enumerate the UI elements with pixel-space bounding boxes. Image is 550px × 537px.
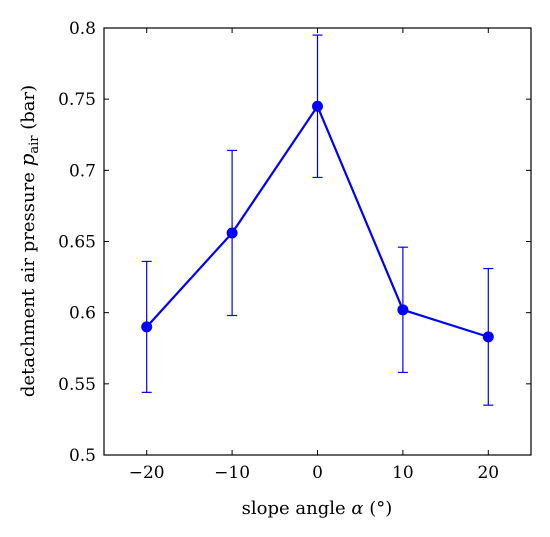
data-layer	[141, 34, 494, 406]
x-tick-label: −20	[129, 463, 165, 483]
x-tick-label: −10	[214, 463, 250, 483]
data-point	[141, 321, 153, 333]
y-axis-label: detachment air pressure pair (bar)	[15, 85, 42, 397]
data-point	[397, 304, 409, 316]
data-point	[226, 227, 238, 239]
x-tick-label: 20	[477, 463, 499, 483]
y-tick-label: 0.6	[69, 304, 96, 324]
y-tick-label: 0.8	[69, 19, 96, 39]
y-tick-label: 0.5	[69, 446, 96, 466]
data-point	[482, 331, 494, 343]
y-tick-label: 0.75	[58, 90, 96, 110]
tick-layer: −20 −10 0 10 20 0.5 0.55 0.6 0.65 0.7 0.75 0.8	[58, 19, 531, 483]
x-axis-label: slope angle α (°)	[242, 498, 393, 519]
y-tick-label: 0.7	[69, 161, 96, 181]
y-tick-label: 0.65	[58, 233, 96, 253]
x-tick-label: 10	[392, 463, 414, 483]
y-tick-label: 0.55	[58, 375, 96, 395]
x-tick-label: 0	[312, 463, 323, 483]
data-point	[312, 100, 323, 112]
